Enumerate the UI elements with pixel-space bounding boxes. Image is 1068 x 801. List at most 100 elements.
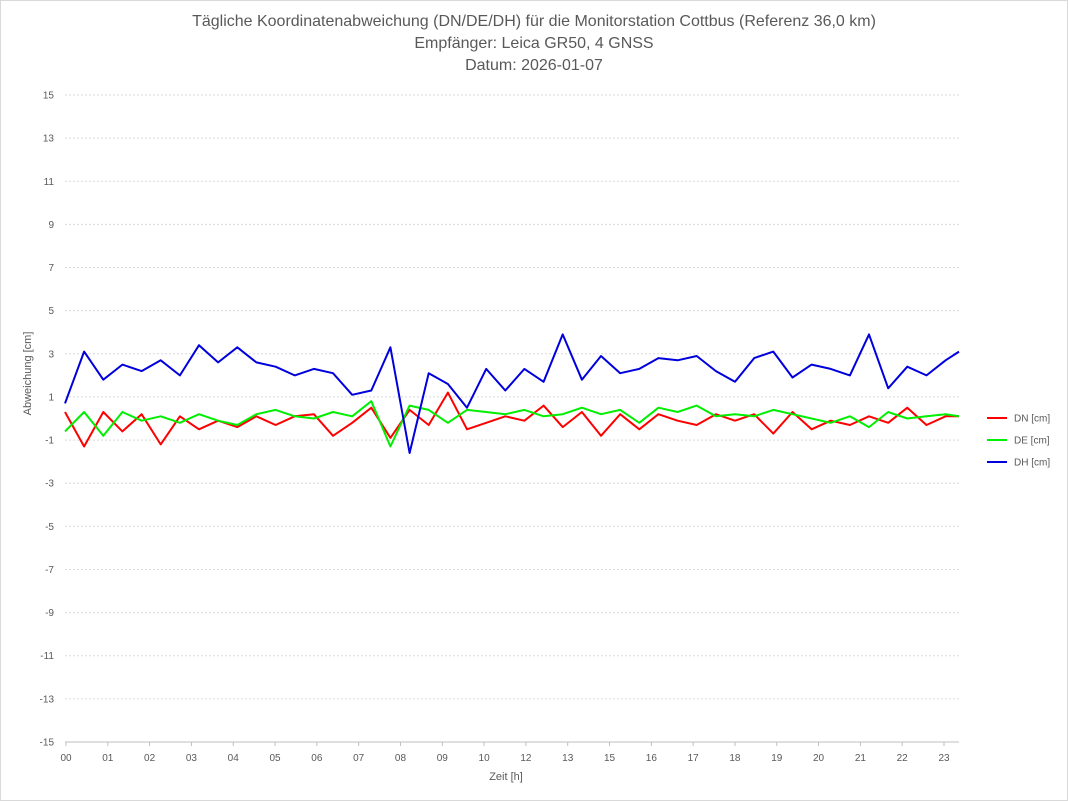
data-point: [408, 452, 410, 454]
y-axis-ticks: 15 13 11 9 7 5 3 1 -1 -3 -5 -7 -9 -11 -13 -15: [40, 91, 55, 749]
legend: DN [cm] DE [cm] DH [cm]: [987, 414, 1050, 469]
data-point: [753, 415, 755, 417]
data-point: [906, 417, 908, 419]
x-tick-label: 22: [897, 753, 909, 764]
y-tick-label: 9: [48, 220, 54, 231]
data-point: [198, 413, 200, 415]
x-tick-label: 06: [311, 753, 323, 764]
data-point: [179, 415, 181, 417]
data-point: [657, 357, 659, 359]
data-point: [351, 422, 353, 424]
data-point: [140, 420, 142, 422]
data-point: [428, 372, 430, 374]
y-tick-label: 15: [43, 91, 55, 102]
data-point: [313, 417, 315, 419]
data-point: [485, 411, 487, 413]
data-point: [849, 374, 851, 376]
chart-title-block: Tägliche Koordinatenabweichung (DN/DE/DH…: [1, 11, 1067, 77]
data-point: [772, 350, 774, 352]
data-point: [619, 413, 621, 415]
data-point: [944, 359, 946, 361]
data-point: [332, 372, 334, 374]
data-point: [734, 420, 736, 422]
x-tick-label: 02: [144, 753, 156, 764]
y-tick-label: 13: [43, 134, 55, 145]
data-point: [715, 370, 717, 372]
x-tick-label: 23: [938, 753, 950, 764]
legend-label: DN [cm]: [1014, 414, 1050, 425]
data-point: [217, 361, 219, 363]
x-tick-label: 09: [437, 753, 449, 764]
data-point: [102, 435, 104, 437]
data-point: [734, 413, 736, 415]
data-point: [600, 435, 602, 437]
y-tick-label: -15: [40, 738, 55, 749]
data-point: [351, 415, 353, 417]
y-tick-label: -5: [45, 522, 54, 533]
data-point: [389, 346, 391, 348]
y-tick-label: -1: [45, 436, 54, 447]
data-point: [791, 411, 793, 413]
x-tick-label: 21: [855, 753, 867, 764]
data-point: [236, 346, 238, 348]
data-point: [638, 368, 640, 370]
y-tick-label: 1: [48, 392, 54, 403]
data-point: [791, 413, 793, 415]
data-point: [255, 413, 257, 415]
data-point: [179, 374, 181, 376]
data-point: [772, 432, 774, 434]
data-point: [600, 355, 602, 357]
data-point: [294, 415, 296, 417]
data-point: [389, 437, 391, 439]
data-point: [523, 409, 525, 411]
data-point: [102, 379, 104, 381]
x-axis-title: Zeit [h]: [489, 771, 523, 783]
data-point: [466, 407, 468, 409]
x-tick-label: 04: [228, 753, 240, 764]
y-tick-label: -7: [45, 565, 54, 576]
legend-label: DH [cm]: [1014, 458, 1050, 469]
data-point: [581, 411, 583, 413]
x-tick-label: 07: [353, 753, 365, 764]
data-point: [734, 381, 736, 383]
data-point: [638, 422, 640, 424]
data-point: [428, 409, 430, 411]
series-line: [64, 400, 960, 448]
data-point: [83, 411, 85, 413]
chart-subtitle-receiver: Empfänger: Leica GR50, 4 GNSS: [414, 35, 654, 52]
data-point: [830, 368, 832, 370]
data-point: [542, 381, 544, 383]
data-point: [160, 359, 162, 361]
data-point: [676, 411, 678, 413]
y-tick-label: -11: [40, 651, 54, 662]
data-point: [332, 411, 334, 413]
data-point: [523, 420, 525, 422]
y-tick-label: 5: [48, 306, 54, 317]
x-tick-label: 16: [646, 753, 658, 764]
data-point: [274, 424, 276, 426]
data-point: [504, 413, 506, 415]
data-point: [562, 333, 564, 335]
data-point: [887, 411, 889, 413]
data-point: [772, 409, 774, 411]
data-point: [466, 428, 468, 430]
x-tick-label: 18: [729, 753, 741, 764]
x-tick-label: 03: [186, 753, 198, 764]
data-point: [351, 394, 353, 396]
data-point: [447, 391, 449, 393]
data-point: [581, 379, 583, 381]
data-point: [849, 424, 851, 426]
y-tick-label: -9: [45, 608, 54, 619]
series-line: [64, 391, 959, 448]
data-point: [389, 445, 391, 447]
x-tick-label: 08: [395, 753, 407, 764]
data-point: [600, 413, 602, 415]
data-point: [753, 357, 755, 359]
data-point: [868, 333, 870, 335]
data-point: [906, 407, 908, 409]
data-point: [696, 424, 698, 426]
data-point: [696, 404, 698, 406]
x-tick-label: 05: [269, 753, 281, 764]
y-tick-label: 3: [48, 349, 54, 360]
